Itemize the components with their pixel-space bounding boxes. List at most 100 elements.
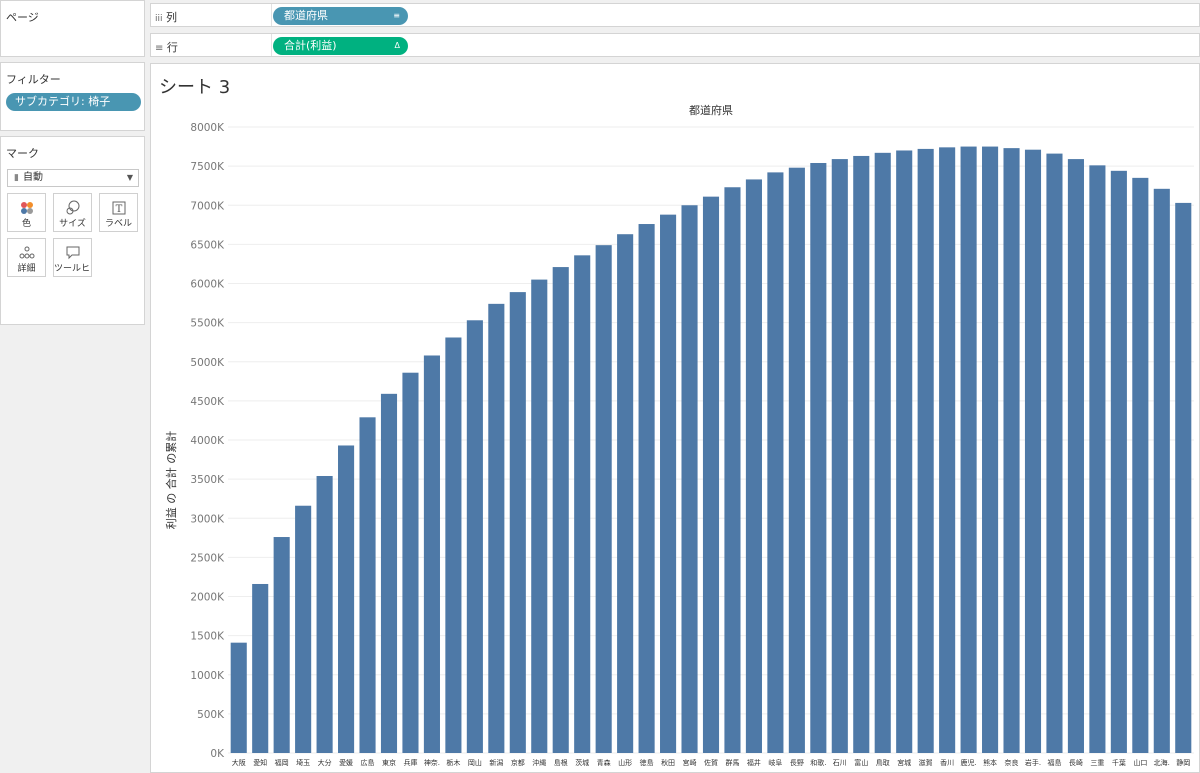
bar[interactable] [831,159,848,753]
x-tick-label: 香川 [940,758,954,767]
columns-shelf[interactable]: iii 列 都道府県 ≡ [150,3,1200,27]
bar[interactable] [745,179,762,753]
bar[interactable] [595,245,612,753]
bar[interactable] [702,196,720,753]
pages-card[interactable]: ページ [0,0,145,57]
bar[interactable] [359,417,376,753]
x-tick-label: 千葉 [1112,758,1126,767]
bar[interactable] [939,147,956,754]
row-pill-sum-profit[interactable]: 合計(利益) Δ [273,37,408,55]
x-tick-label: 山口 [1133,758,1147,767]
bar[interactable] [1110,170,1127,753]
y-tick-label: 7500K [190,161,225,173]
bar[interactable] [230,642,247,753]
bar[interactable] [380,393,398,753]
bar[interactable] [1067,159,1084,753]
y-axis-title: 利益 の 合計 の累計 [164,431,178,530]
bar[interactable] [338,445,355,753]
bar[interactable] [982,146,999,753]
bar[interactable] [810,162,827,753]
bar[interactable] [1175,202,1192,754]
bar[interactable] [1153,188,1170,753]
bar[interactable] [466,320,483,753]
x-tick-label: 青森 [597,758,611,767]
bar[interactable] [1046,153,1063,754]
row-pill-label: 合計(利益) [284,39,337,52]
x-tick-label: 滋賀 [919,758,933,767]
bar[interactable] [1089,165,1106,753]
bar[interactable] [488,303,505,753]
x-tick-label: 石川 [833,759,847,767]
column-pill-label: 都道府県 [284,9,328,22]
tooltip-button[interactable]: ツールヒ… [53,238,92,277]
label-icon: T [100,198,137,218]
label-button[interactable]: T ラベル [99,193,138,232]
bar[interactable] [917,148,934,753]
bar[interactable] [295,505,312,753]
bar[interactable] [788,167,805,753]
x-tick-label: 京都 [511,758,525,767]
x-tick-label: 広島 [361,758,375,767]
bar[interactable] [853,155,870,753]
filter-pill-subcategory[interactable]: サブカテゴリ: 椅子 [6,93,141,111]
y-tick-label: 6000K [190,279,225,291]
worksheet: 0K 500K 1000K 1500K 2000K 2500K 3000K 3500K 4000… [150,63,1200,773]
bar[interactable] [531,279,548,753]
chevron-down-icon: ▼ [126,173,133,182]
bar[interactable] [638,224,655,753]
x-tick-label: 島根 [554,758,568,767]
x-tick-label: 茨城 [575,758,589,767]
rows-shelf[interactable]: ≡ 行 合計(利益) Δ [150,33,1200,57]
detail-label: 詳細 [17,264,36,274]
bar[interactable] [252,583,269,753]
size-button[interactable]: サイズ [53,193,92,232]
bar[interactable] [1024,149,1042,753]
x-axis-title: 都道府県 [689,103,733,117]
bar[interactable] [316,475,333,753]
x-tick-label: 徳島 [640,758,654,767]
x-tick-label: 新潟 [489,758,503,767]
color-button[interactable]: 色 [7,193,46,232]
bar[interactable] [509,292,526,753]
column-pill-prefecture[interactable]: 都道府県 ≡ [273,7,408,25]
bar[interactable] [402,372,419,753]
bar[interactable] [1003,148,1020,753]
bar[interactable] [660,214,677,753]
filters-title: フィルター [6,73,61,86]
columns-shelf-label: iii 列 [155,11,178,24]
x-tick-label: 沖縄 [532,758,546,767]
detail-icon [8,243,45,263]
bar[interactable] [445,337,462,753]
bar[interactable] [874,152,891,753]
x-tick-label: 和歌. [810,758,826,767]
bar[interactable] [767,172,784,753]
bar[interactable] [896,150,913,754]
svg-text:T: T [115,204,122,215]
bar[interactable] [574,255,591,753]
bar[interactable] [724,187,741,753]
bar[interactable] [1132,177,1149,754]
y-tick-label: 500K [197,709,225,721]
x-tick-label: 長崎 [1069,758,1083,767]
size-label: サイズ [59,219,86,229]
bar[interactable] [617,234,634,753]
bar[interactable] [960,146,977,753]
bar[interactable] [273,537,290,753]
bar[interactable] [681,205,698,753]
bar[interactable] [423,355,440,753]
x-tick-label: 鳥取 [876,758,890,767]
y-tick-label: 0K [210,748,225,760]
y-tick-label: 2500K [190,552,225,564]
detail-button[interactable]: 詳細 [7,238,46,277]
x-tick-label: 福島 [1047,758,1061,767]
color-icon [8,198,45,218]
x-tick-label: 宮崎 [683,758,697,767]
mark-type-dropdown[interactable]: ▮ 自動 ▼ [7,169,139,187]
y-tick-label: 1000K [190,670,225,682]
x-tick-label: 栃木 [446,758,460,767]
mark-type-value: 自動 [22,172,43,183]
x-tick-label: 三重 [1090,759,1104,767]
x-tick-label: 愛知 [253,758,267,767]
bar[interactable] [552,267,569,753]
sheet-title: シート 3 [159,77,231,98]
